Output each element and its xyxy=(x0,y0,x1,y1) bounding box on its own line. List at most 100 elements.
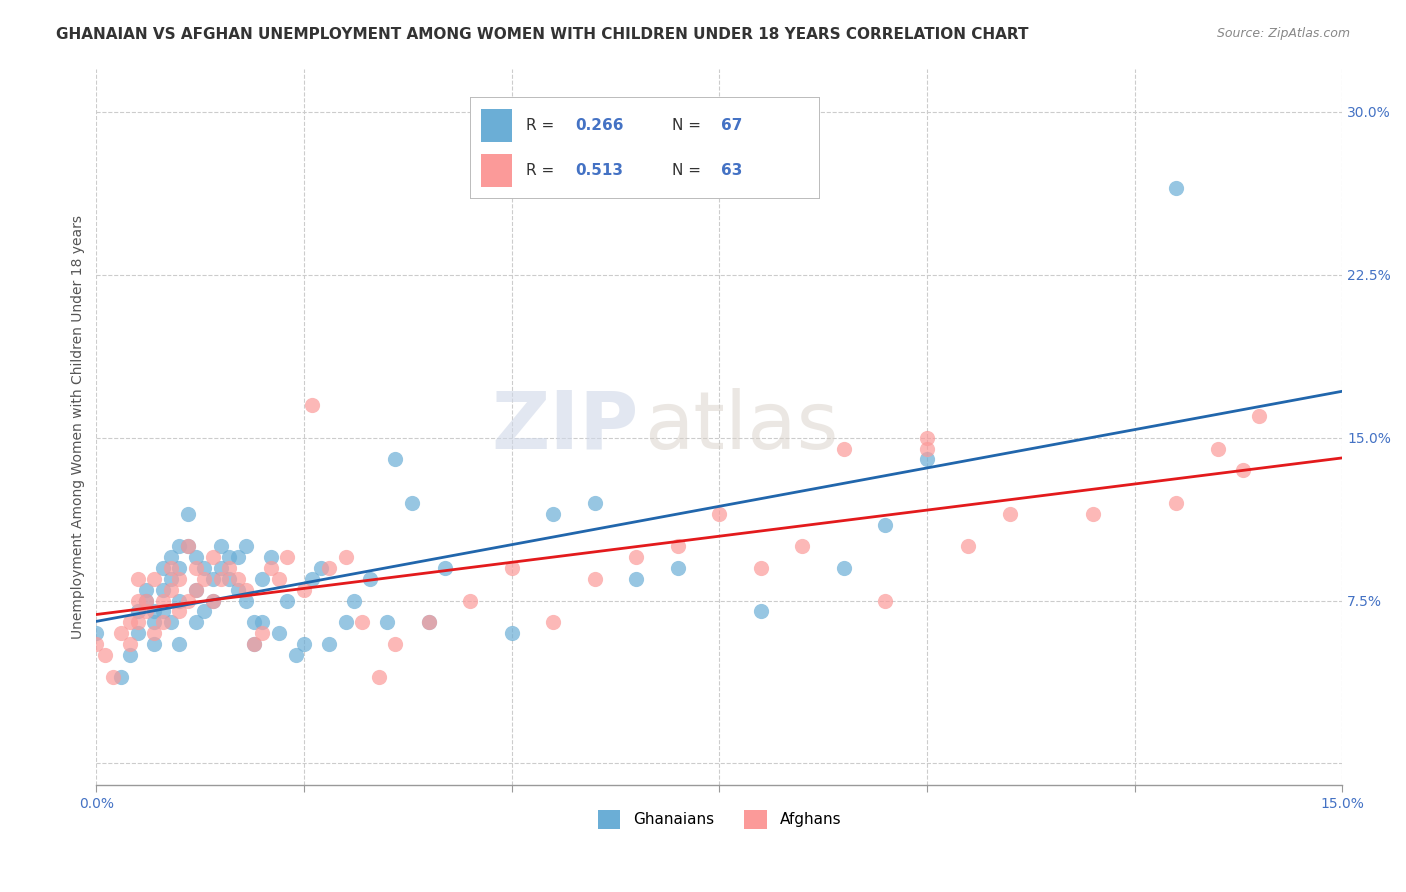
Point xyxy=(218,572,240,586)
Point xyxy=(335,550,357,565)
Point xyxy=(160,550,183,565)
Point xyxy=(260,561,283,575)
Point xyxy=(375,615,398,630)
Point xyxy=(541,507,564,521)
Point xyxy=(209,539,232,553)
Point xyxy=(152,604,174,618)
Point xyxy=(201,572,224,586)
Point xyxy=(267,572,290,586)
Point xyxy=(86,626,108,640)
Point xyxy=(1206,442,1229,456)
Point xyxy=(209,561,232,575)
Point xyxy=(243,615,266,630)
Point xyxy=(292,637,315,651)
Point xyxy=(135,593,157,607)
Point xyxy=(367,669,389,683)
Point xyxy=(118,637,141,651)
Point xyxy=(335,615,357,630)
Point xyxy=(135,593,157,607)
Point xyxy=(626,550,648,565)
Point xyxy=(177,539,200,553)
Point xyxy=(915,442,938,456)
Point xyxy=(243,637,266,651)
Point xyxy=(252,572,274,586)
Point xyxy=(434,561,457,575)
Point xyxy=(160,572,183,586)
Point xyxy=(235,582,257,597)
Point xyxy=(160,582,183,597)
Point xyxy=(998,507,1021,521)
Text: atlas: atlas xyxy=(644,388,839,466)
Point xyxy=(135,582,157,597)
Point xyxy=(118,615,141,630)
Point xyxy=(260,550,283,565)
Point xyxy=(301,572,323,586)
Point xyxy=(284,648,307,662)
Point xyxy=(152,593,174,607)
Point xyxy=(749,604,772,618)
Text: GHANAIAN VS AFGHAN UNEMPLOYMENT AMONG WOMEN WITH CHILDREN UNDER 18 YEARS CORRELA: GHANAIAN VS AFGHAN UNEMPLOYMENT AMONG WO… xyxy=(56,27,1029,42)
Legend: Ghanaians, Afghans: Ghanaians, Afghans xyxy=(592,804,848,835)
Point xyxy=(709,507,731,521)
Point xyxy=(276,550,298,565)
Point xyxy=(160,615,183,630)
Point xyxy=(318,637,340,651)
Point xyxy=(193,561,215,575)
Point xyxy=(235,593,257,607)
Point xyxy=(875,517,897,532)
Point xyxy=(541,615,564,630)
Point xyxy=(218,561,240,575)
Point xyxy=(169,572,191,586)
Point xyxy=(666,561,689,575)
Point xyxy=(177,593,200,607)
Point xyxy=(309,561,332,575)
Point xyxy=(267,626,290,640)
Point xyxy=(1081,507,1104,521)
Point xyxy=(93,648,115,662)
Point xyxy=(792,539,814,553)
Point xyxy=(226,550,249,565)
Point xyxy=(127,615,149,630)
Point xyxy=(127,593,149,607)
Point xyxy=(458,593,481,607)
Point xyxy=(127,572,149,586)
Point xyxy=(832,442,855,456)
Point xyxy=(209,572,232,586)
Point xyxy=(169,604,191,618)
Point xyxy=(626,572,648,586)
Point xyxy=(177,539,200,553)
Point xyxy=(143,572,166,586)
Point xyxy=(301,398,323,412)
Point xyxy=(501,561,523,575)
Point xyxy=(193,572,215,586)
Point xyxy=(418,615,440,630)
Point xyxy=(1249,409,1271,423)
Point xyxy=(152,561,174,575)
Y-axis label: Unemployment Among Women with Children Under 18 years: Unemployment Among Women with Children U… xyxy=(72,215,86,639)
Point xyxy=(384,637,406,651)
Point xyxy=(226,582,249,597)
Point xyxy=(169,637,191,651)
Point xyxy=(666,539,689,553)
Point xyxy=(957,539,980,553)
Point xyxy=(343,593,366,607)
Point xyxy=(915,452,938,467)
Point xyxy=(401,496,423,510)
Text: ZIP: ZIP xyxy=(491,388,638,466)
Point xyxy=(135,604,157,618)
Point xyxy=(201,593,224,607)
Point xyxy=(143,626,166,640)
Point xyxy=(118,648,141,662)
Point xyxy=(218,550,240,565)
Point xyxy=(875,593,897,607)
Point xyxy=(160,561,183,575)
Point xyxy=(143,615,166,630)
Point xyxy=(184,582,207,597)
Point xyxy=(276,593,298,607)
Point xyxy=(143,604,166,618)
Point xyxy=(110,669,132,683)
Point xyxy=(201,550,224,565)
Point xyxy=(243,637,266,651)
Point xyxy=(1166,181,1188,195)
Point xyxy=(110,626,132,640)
